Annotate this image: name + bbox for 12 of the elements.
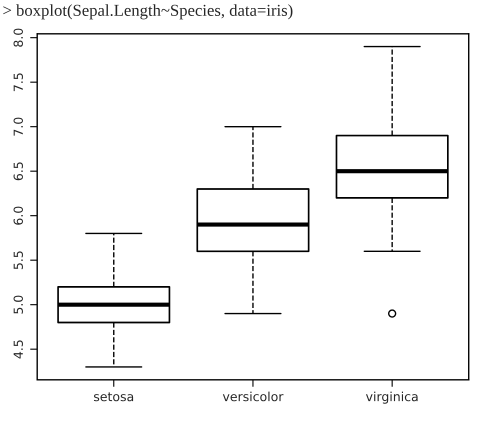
y-tick-label: 8.0	[14, 28, 23, 47]
x-tick-label: setosa	[94, 392, 134, 402]
y-tick-label: 7.0	[14, 118, 23, 136]
x-tick-label: versicolor	[222, 392, 284, 402]
y-tick-label: 5.5	[14, 251, 23, 270]
x-tick-label: virginica	[366, 392, 418, 404]
y-tick-label: 6.5	[14, 162, 23, 180]
y-tick-label: 5.0	[14, 296, 23, 314]
chart-title: > boxplot(Sepal.Length~Species, data=iris)	[3, 4, 292, 20]
y-tick-label: 7.5	[14, 73, 23, 92]
y-tick-label: 6.0	[14, 206, 23, 225]
y-tick-label: 4.5	[14, 340, 23, 359]
